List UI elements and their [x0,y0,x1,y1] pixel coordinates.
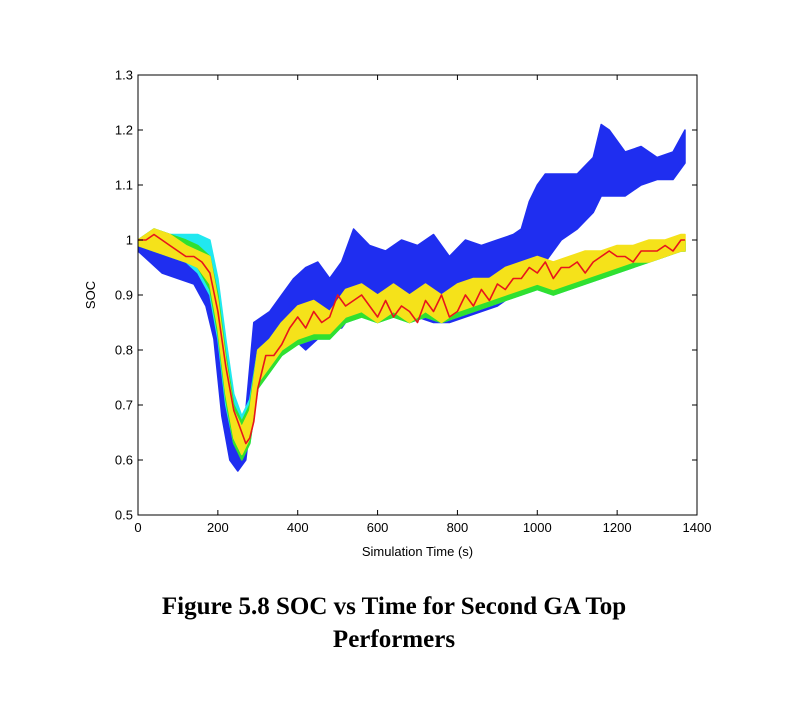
y-axis-label: SOC [83,281,98,309]
y-tick-label: 0.7 [115,398,133,413]
x-tick-label: 600 [367,520,389,535]
x-axis-label: Simulation Time (s) [362,544,473,559]
y-tick-label: 0.9 [115,288,133,303]
x-tick-label: 0 [134,520,141,535]
y-tick-label: 1.3 [115,68,133,83]
figure-caption-line-2: Performers [332,626,456,653]
series-line-red-line-best-performer [138,233,685,445]
x-tick-label: 200 [207,520,229,535]
y-tick-label: 0.6 [115,453,133,468]
series-layer [138,123,686,472]
x-tick-label: 800 [447,520,469,535]
figure-caption-line-1: Figure 5.8 SOC vs Time for Second GA Top [161,593,627,620]
x-tick-label: 1400 [683,520,712,535]
y-tick-label: 1 [126,233,133,248]
tick-layer: 0 200 400 600 800 1000 1200 1400 0.5 0.6 0.7 0.8 0.9… [115,68,712,536]
x-tick-label: 1000 [523,520,552,535]
y-tick-label: 0.8 [115,343,133,358]
series-band-yellow-band [138,228,686,456]
y-tick-label: 0.5 [115,508,133,523]
x-tick-label: 400 [287,520,309,535]
y-tick-label: 1.2 [115,123,133,138]
y-tick-label: 1.1 [115,178,133,193]
soc-chart: 0 200 400 600 800 1000 1200 1400 0.5 0.6 0.7 0.8 0.9… [83,67,712,559]
x-tick-label: 1200 [603,520,632,535]
